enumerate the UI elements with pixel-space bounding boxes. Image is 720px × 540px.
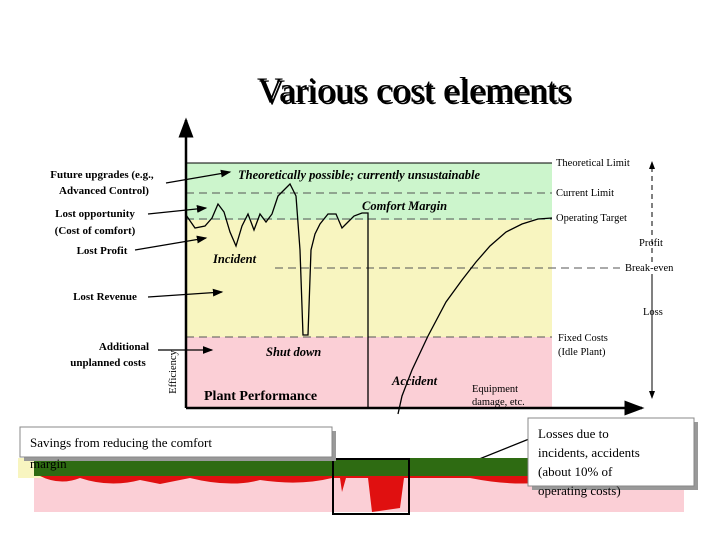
zone-label: Comfort Margin bbox=[362, 199, 447, 213]
left-label: (Cost of comfort) bbox=[55, 225, 136, 237]
right-label: Break-even bbox=[625, 263, 674, 274]
right-label: Fixed Costs bbox=[558, 333, 608, 344]
left-label: unplanned costs bbox=[70, 357, 146, 369]
title-shadow: Various cost elements bbox=[259, 72, 573, 112]
green-zone bbox=[186, 163, 552, 220]
right-label: Operating Target bbox=[556, 213, 627, 224]
damage-label: Equipment bbox=[472, 384, 518, 395]
zone-label: Incident bbox=[212, 252, 257, 266]
left-label: Lost Profit bbox=[77, 245, 128, 257]
right-label: Current Limit bbox=[556, 188, 614, 199]
left-label: Lost opportunity bbox=[55, 208, 135, 220]
callout-text: incidents, accidents bbox=[538, 445, 640, 460]
right-label: Theoretical Limit bbox=[556, 158, 630, 169]
damage-label: damage, etc. bbox=[472, 397, 525, 408]
zone-label: Theoretically possible; currently unsust… bbox=[238, 168, 480, 182]
callout-text: Losses due to bbox=[538, 426, 609, 441]
right-label: (Idle Plant) bbox=[558, 347, 606, 358]
callout-text: operating costs) bbox=[538, 483, 621, 498]
zone-label: Shut down bbox=[266, 345, 321, 359]
plant-performance: Plant Performance bbox=[204, 389, 317, 404]
callout-box bbox=[19, 426, 333, 458]
callout-box bbox=[527, 417, 695, 487]
title: Various cost elements bbox=[257, 70, 571, 110]
y-axis-label: Efficiency bbox=[168, 349, 179, 393]
callout-text: margin bbox=[30, 456, 67, 471]
performance-line bbox=[185, 182, 369, 408]
recovery-line bbox=[397, 217, 553, 415]
left-label: Additional bbox=[99, 341, 149, 353]
left-label: Lost Revenue bbox=[73, 291, 137, 303]
left-label: Future upgrades (e.g., bbox=[50, 169, 154, 181]
right-labels: Theoretical Limit Current Limit Operatin… bbox=[556, 158, 674, 358]
zone-label: Accident bbox=[391, 374, 438, 388]
left-label: Advanced Control) bbox=[59, 185, 149, 197]
dashed-lines bbox=[186, 192, 620, 338]
highlight-box bbox=[332, 458, 410, 515]
left-labels: Future upgrades (e.g., Advanced Control)… bbox=[50, 169, 154, 369]
strip-green bbox=[34, 458, 684, 476]
right-label: Profit bbox=[639, 238, 663, 249]
right-label: Loss bbox=[643, 307, 663, 318]
callout-text: Savings from reducing the comfort bbox=[30, 435, 212, 450]
yellow-zone bbox=[186, 220, 552, 337]
pink-zone bbox=[186, 337, 552, 408]
callout-text: (about 10% of bbox=[538, 464, 613, 479]
